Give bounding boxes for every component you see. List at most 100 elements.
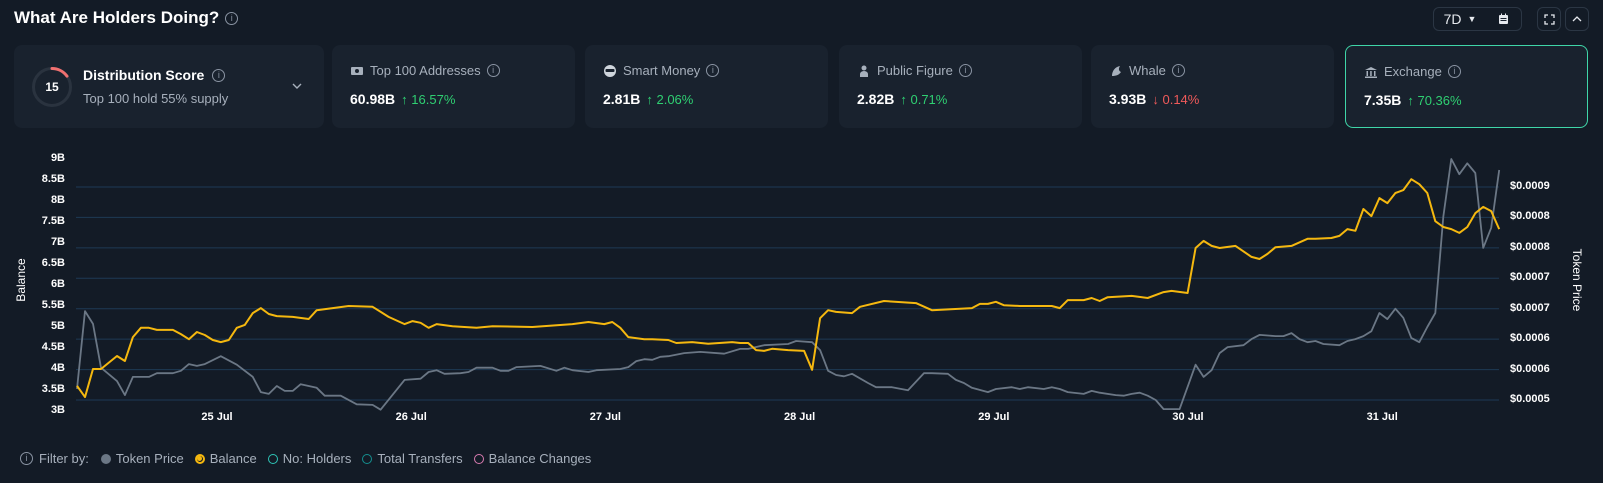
info-icon[interactable]: i — [1447, 65, 1461, 78]
distribution-score-card[interactable]: 15 Distribution Score i Top 100 hold 55%… — [14, 45, 324, 128]
metric-card-whale[interactable]: Whale i 3.93B ↓ 0.14% — [1091, 45, 1334, 128]
bank-icon — [1365, 66, 1377, 78]
legend-item-balance[interactable]: Balance — [194, 451, 257, 466]
metric-card-top-100-addresses[interactable]: Top 100 Addresses i 60.98B ↑ 16.57% — [332, 45, 575, 128]
collapse-button[interactable] — [1565, 7, 1589, 31]
metric-change: ↓ 0.14% — [1152, 92, 1199, 107]
score-title-row: Distribution Score i — [83, 67, 226, 83]
radio-empty-icon — [362, 453, 373, 464]
radio-empty-icon — [473, 453, 484, 464]
metric-change-value: 0.71% — [910, 91, 948, 107]
metric-label-row: Top 100 Addresses i — [350, 63, 500, 78]
metric-change: ↑ 2.06% — [646, 92, 693, 107]
legend-item-balance-changes[interactable]: Balance Changes — [473, 451, 592, 466]
metric-label: Smart Money — [623, 63, 701, 78]
info-icon[interactable]: i — [1171, 64, 1185, 77]
info-icon[interactable]: i — [486, 64, 500, 77]
metric-label: Public Figure — [877, 63, 953, 78]
chevron-up-icon — [1572, 16, 1582, 22]
info-icon[interactable]: i — [225, 11, 239, 25]
y-left-tick: 5B — [50, 320, 65, 332]
metric-label-row: Public Figure i — [857, 63, 972, 78]
radio-empty-icon — [267, 453, 278, 464]
balance-line — [76, 178, 1501, 399]
filter-label: Filter by: — [39, 451, 89, 466]
score-value: 15 — [45, 80, 59, 94]
x-tick: 26 Jul — [395, 411, 427, 423]
info-icon[interactable]: i — [212, 68, 226, 82]
metric-change-value: 16.57% — [411, 91, 456, 107]
x-tick: 31 Jul — [1366, 411, 1398, 423]
caret-down-icon: ▼ — [1467, 14, 1477, 24]
arrow-down-icon: ↓ — [1152, 91, 1159, 107]
legend-item-total-transfers[interactable]: Total Transfers — [362, 451, 463, 466]
calendar-icon — [1498, 13, 1508, 24]
legend-item-token-price[interactable]: Token Price — [100, 451, 184, 466]
y-left-tick: 7.5B — [41, 215, 65, 227]
fullscreen-icon — [1543, 13, 1555, 25]
y-left-tick: 7B — [50, 236, 65, 248]
metric-change: ↑ 0.71% — [900, 92, 947, 107]
radio-selected-icon — [194, 453, 205, 464]
holders-chart — [76, 158, 1501, 411]
legend-label: No: Holders — [282, 451, 352, 466]
page-title: What Are Holders Doing? — [14, 8, 220, 27]
range-value: 7D — [1443, 11, 1462, 27]
score-title: Distribution Score — [83, 67, 205, 83]
y-right-tick: $0.0005 — [1510, 393, 1550, 405]
legend-label: Balance — [209, 451, 257, 466]
metric-label: Exchange — [1384, 64, 1442, 79]
y-left-tick: 9B — [50, 152, 65, 164]
money-icon — [351, 66, 363, 75]
y-right-tick: $0.0009 — [1510, 180, 1550, 192]
y-left-tick: 8B — [50, 194, 65, 206]
y-axis-left-title: Balance — [14, 258, 28, 302]
y-right-tick: $0.0006 — [1510, 332, 1550, 345]
range-dropdown[interactable]: 7D ▼ — [1433, 7, 1487, 31]
x-tick: 27 Jul — [589, 411, 621, 423]
legend-label: Balance Changes — [488, 451, 592, 466]
chevron-down-icon[interactable] — [292, 83, 302, 89]
score-ring — [32, 67, 72, 107]
sunglasses-icon — [604, 64, 616, 77]
metric-value-row: 60.98B ↑ 16.57% — [350, 91, 455, 107]
metric-change-value: 2.06% — [656, 91, 694, 107]
legend-dot-icon — [100, 453, 111, 464]
score-subtitle: Top 100 hold 55% supply — [83, 91, 229, 106]
info-icon[interactable]: i — [706, 64, 720, 77]
metric-value-row: 2.81B ↑ 2.06% — [603, 91, 693, 107]
metric-card-smart-money[interactable]: Smart Money i 2.81B ↑ 2.06% — [585, 45, 828, 128]
fullscreen-button[interactable] — [1537, 7, 1561, 31]
y-left-tick: 4.5B — [41, 341, 65, 353]
x-tick: 25 Jul — [201, 411, 233, 423]
y-left-tick: 4B — [50, 362, 65, 374]
y-left-tick: 3.5B — [41, 383, 65, 395]
metric-card-public-figure[interactable]: Public Figure i 2.82B ↑ 0.71% — [839, 45, 1082, 128]
metric-value: 7.35B — [1364, 92, 1402, 108]
metric-card-exchange[interactable]: Exchange i 7.35B ↑ 70.36% — [1345, 45, 1588, 128]
metric-value: 2.82B — [857, 91, 895, 107]
y-right-tick: $0.0008 — [1510, 240, 1550, 253]
arrow-up-icon: ↑ — [900, 91, 907, 107]
filter-legend: i Filter by: Token Price Balance No: Holde… — [20, 451, 602, 466]
y-right-tick: $0.0006 — [1510, 362, 1550, 375]
arrow-up-icon: ↑ — [1407, 92, 1414, 108]
metric-value-row: 7.35B ↑ 70.36% — [1364, 92, 1462, 108]
score-arc — [32, 67, 72, 107]
y-left-tick: 3B — [50, 404, 65, 416]
y-right-tick: $0.0008 — [1510, 210, 1550, 223]
token-price-line — [76, 158, 1501, 411]
person-icon — [860, 65, 868, 77]
info-icon[interactable]: i — [958, 64, 972, 77]
info-icon[interactable]: i — [20, 452, 33, 465]
metric-label-row: Whale i — [1109, 63, 1185, 78]
legend-item-no-holders[interactable]: No: Holders — [267, 451, 352, 466]
y-left-tick: 6.5B — [41, 257, 65, 269]
y-right-tick: $0.0007 — [1510, 301, 1550, 314]
legend-label: Total Transfers — [377, 451, 463, 466]
metric-change: ↑ 70.36% — [1407, 93, 1461, 108]
y-right-tick: $0.0007 — [1510, 271, 1550, 284]
calendar-button[interactable] — [1485, 7, 1522, 31]
y-left-tick: 5.5B — [41, 299, 65, 311]
x-tick: 29 Jul — [978, 411, 1010, 423]
